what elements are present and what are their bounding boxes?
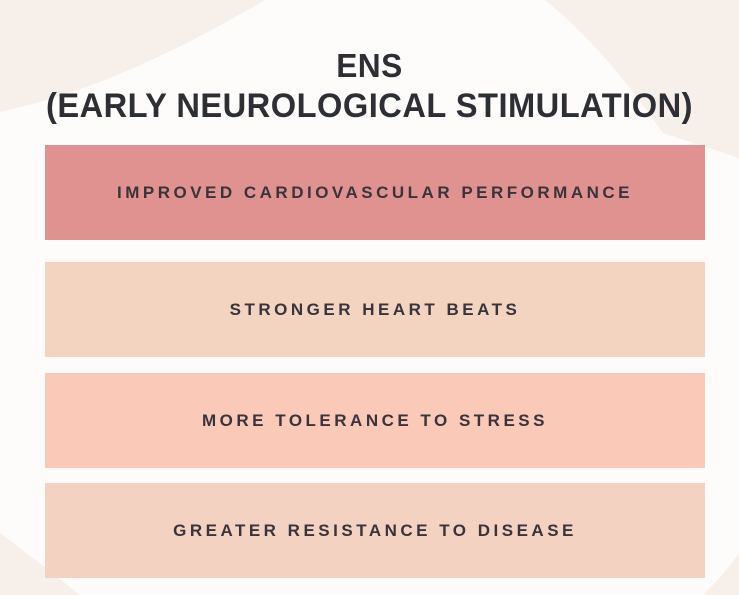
title-subtitle: (EARLY NEUROLOGICAL STIMULATION)	[45, 87, 694, 125]
benefit-label: IMPROVED CARDIOVASCULAR PERFORMANCE	[116, 182, 634, 202]
benefit-bar-improved-cardiovascular-performance: IMPROVED CARDIOVASCULAR PERFORMANCE	[45, 145, 705, 240]
benefit-label: GREATER RESISTANCE TO DISEASE	[173, 520, 577, 540]
benefit-bar-greater-resistance-to-disease: GREATER RESISTANCE TO DISEASE	[45, 483, 705, 578]
benefit-bar-more-tolerance-to-stress: MORE TOLERANCE TO STRESS	[45, 373, 705, 468]
benefit-label: MORE TOLERANCE TO STRESS	[202, 410, 548, 430]
benefit-label: STRONGER HEART BEATS	[229, 299, 521, 319]
title-acronym: ENS	[336, 47, 403, 84]
benefit-bar-stronger-heart-beats: STRONGER HEART BEATS	[45, 262, 705, 357]
page-title: ENS (EARLY NEUROLOGICAL STIMULATION)	[15, 46, 724, 126]
